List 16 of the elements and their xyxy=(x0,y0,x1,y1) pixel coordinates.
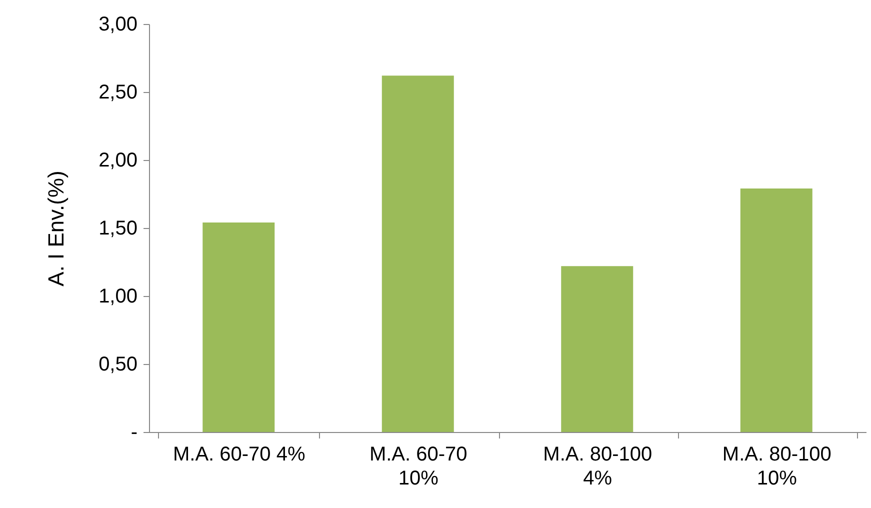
bar xyxy=(202,222,275,432)
y-tick-label: 3,00 xyxy=(98,14,138,36)
y-axis-title: A. I Env.(%) xyxy=(44,170,69,286)
y-tick-label: 1,00 xyxy=(98,286,138,308)
x-tick-label: M.A. 80-100 10% xyxy=(722,444,832,490)
y-tick-label: 0,50 xyxy=(98,354,138,376)
bar xyxy=(561,266,634,432)
bar xyxy=(382,76,454,432)
y-tick-label: 2,50 xyxy=(98,82,138,104)
x-tick-label: M.A. 80-100 4% xyxy=(543,444,652,490)
x-tick-label: M.A. 60-70 10% xyxy=(369,444,468,490)
bar xyxy=(740,188,812,432)
y-tick-label: - xyxy=(130,422,138,444)
y-tick-label: 1,50 xyxy=(98,218,138,240)
y-tick-label: 2,00 xyxy=(98,150,138,172)
x-tick-label: M.A. 60-70 4% xyxy=(172,444,306,466)
